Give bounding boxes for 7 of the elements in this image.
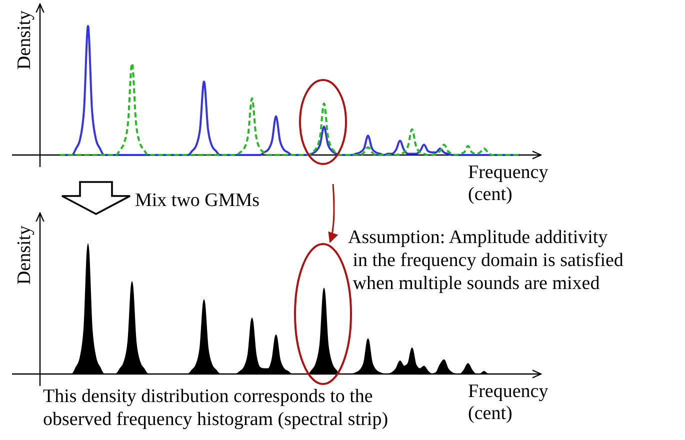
text: Mix two GMMs [135, 190, 260, 211]
x-axis-title: Frequency (cent) [468, 162, 549, 205]
x-axis-title: Frequency (cent) [468, 381, 549, 424]
annotation: Assumption: Amplitude additivity in the frequency domain is satisfied when multiple sounds are mixed [348, 227, 624, 294]
text: This density distribution corresponds to the observed frequency histogram (spectral strip) [43, 386, 388, 430]
y-axis-title: Density [14, 10, 35, 70]
y-axis-title: Density [14, 224, 35, 285]
